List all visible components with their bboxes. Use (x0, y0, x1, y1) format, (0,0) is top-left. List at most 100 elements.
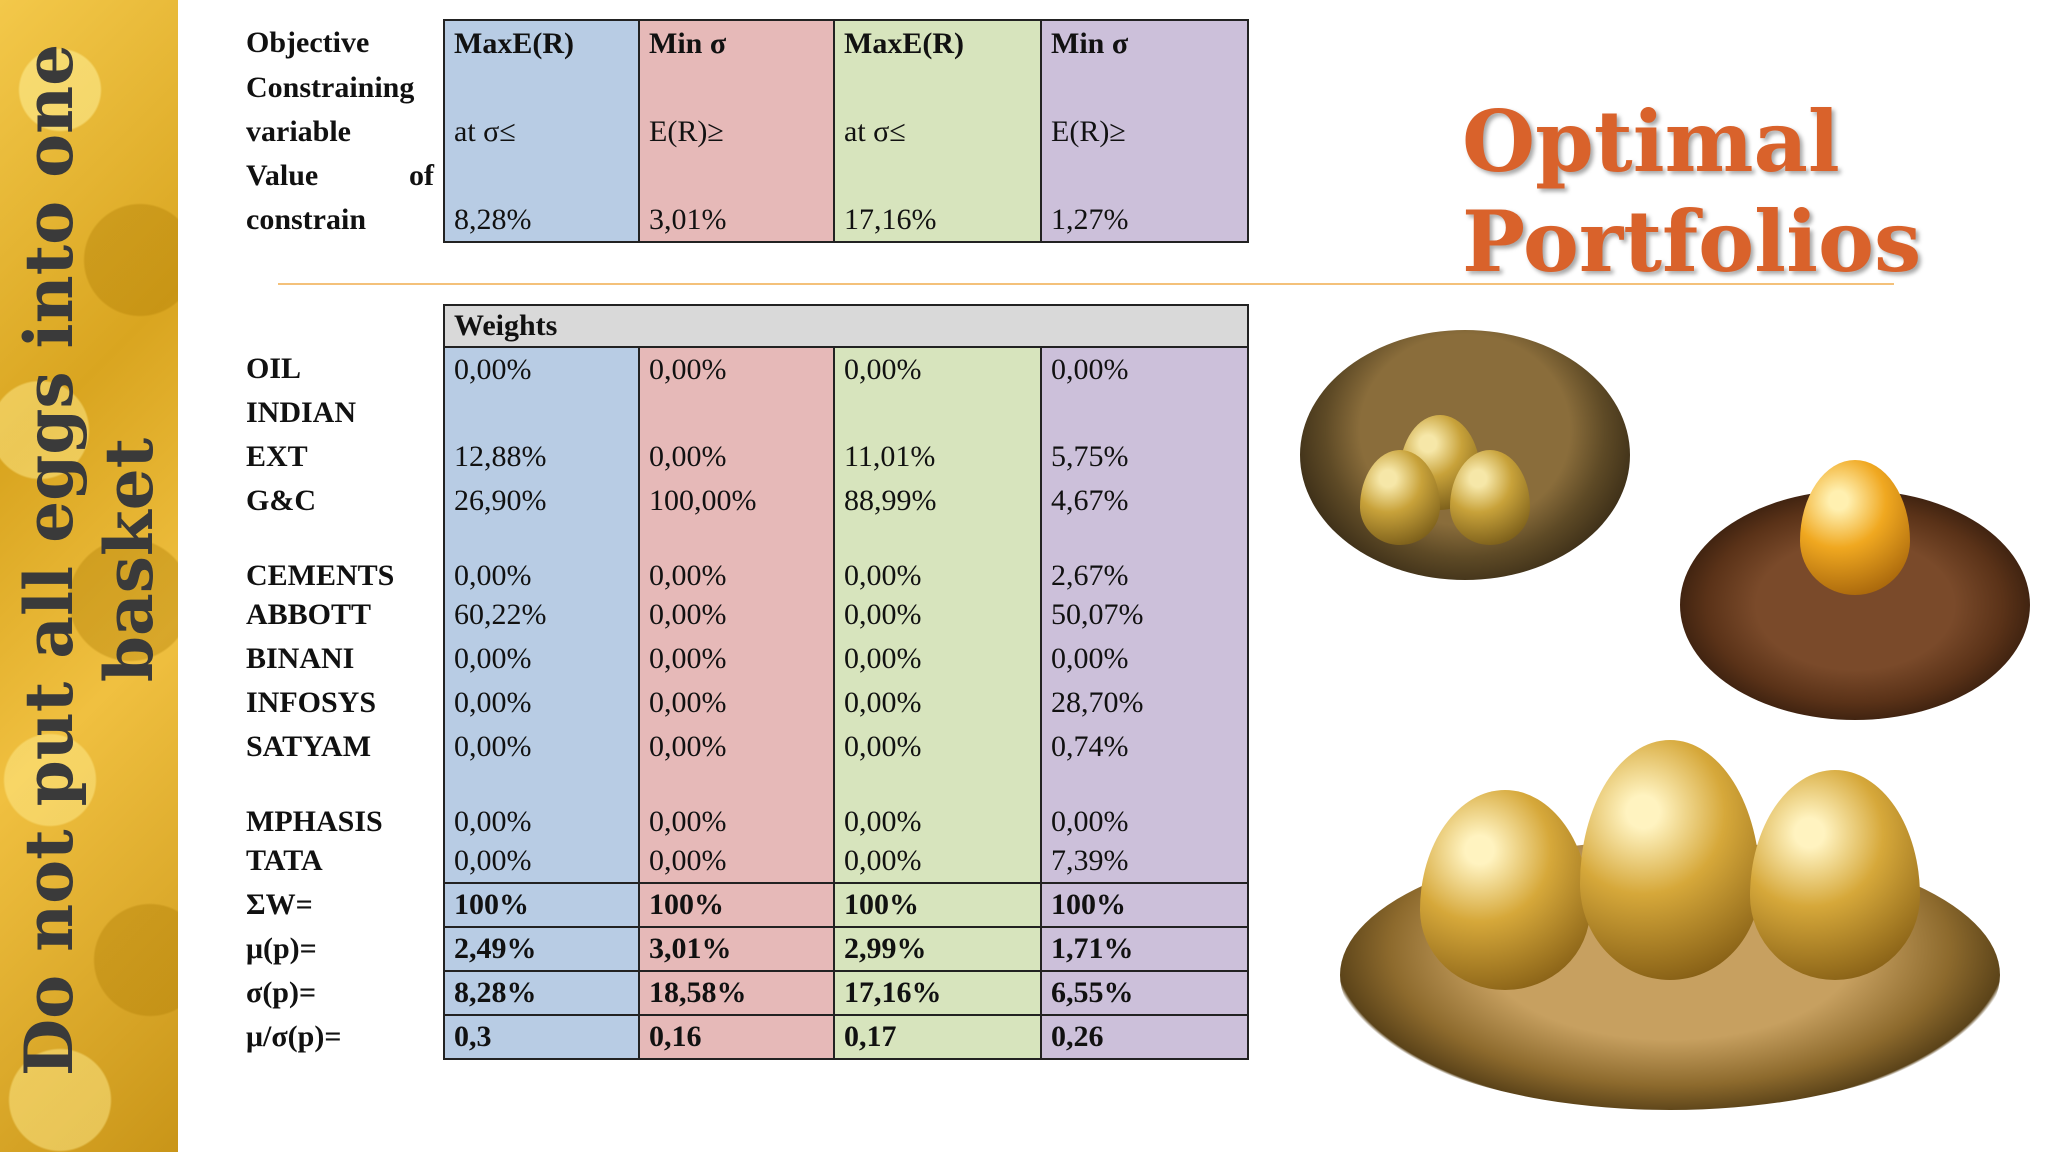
weight-row-cell (443, 391, 640, 435)
weight-row: BINANI 0,00% 0,00% 0,00% 0,00% (246, 637, 1249, 681)
constrain-label: constrain (246, 198, 444, 242)
weight-row-label: TATA (246, 839, 444, 883)
weight-row-label: CEMENTS (246, 523, 444, 593)
weight-row-cell: 0,00% (638, 839, 835, 883)
empty-cell (1040, 66, 1249, 110)
weight-row-cell: 88,99% (833, 479, 1042, 523)
nest-illustration-small (1290, 300, 1650, 630)
constraint-type-cell: E(R)≥ (638, 110, 835, 154)
weight-row: INDIAN (246, 391, 1249, 435)
weight-row: CEMENTS 0,00% 0,00% 0,00% 2,67% (246, 523, 1249, 593)
objective-label: Objective (246, 20, 444, 66)
weight-row: ABBOTT 60,22% 0,00% 0,00% 50,07% (246, 593, 1249, 637)
constraining-label: Constraining (246, 66, 444, 110)
stat-row-cell: 17,16% (833, 970, 1042, 1016)
weight-row: TATA 0,00% 0,00% 0,00% 7,39% (246, 839, 1249, 883)
constraint-value-cell: 3,01% (638, 198, 835, 243)
weight-row-cell: 0,00% (443, 725, 640, 769)
title-line2: Portfolios (1462, 192, 1922, 291)
sidebar-slogan-line1: Do not put all eggs into one (10, 43, 88, 1077)
weight-row-cell: 0,00% (443, 839, 640, 883)
title-line1: Optimal (1462, 92, 1840, 191)
weight-row: SATYAM 0,00% 0,00% 0,00% 0,74% (246, 725, 1249, 769)
weight-row-cell: 2,67% (1040, 523, 1249, 593)
section-divider (278, 283, 1894, 285)
empty-cell (638, 66, 835, 110)
weight-row-cell: 60,22% (443, 593, 640, 637)
sidebar-slogan-line2: basket (90, 437, 168, 683)
variable-label: variable (246, 110, 444, 154)
constraint-value-cell: 17,16% (833, 198, 1042, 243)
weight-row-cell: 5,75% (1040, 435, 1249, 479)
sidebar-slogan: Do not put all eggs into one basket (0, 35, 178, 1085)
stat-row-cell: 0,3 (443, 1014, 640, 1060)
stat-row-cell: 1,71% (1040, 926, 1249, 972)
weight-row-cell: 0,00% (443, 769, 640, 839)
weight-row-cell: 100,00% (638, 479, 835, 523)
weight-row: EXT 12,88% 0,00% 11,01% 5,75% (246, 435, 1249, 479)
weight-row-label: INDIAN (246, 391, 444, 435)
weight-row-cell: 0,74% (1040, 725, 1249, 769)
weight-row-cell: 7,39% (1040, 839, 1249, 883)
weight-row-cell: 0,00% (833, 523, 1042, 593)
stat-row-label: σ(p)= (246, 971, 444, 1015)
weight-row-cell (833, 391, 1042, 435)
weight-row-label: INFOSYS (246, 681, 444, 725)
empty-cell (443, 66, 640, 110)
stat-row-cell: 100% (833, 882, 1042, 928)
weight-row-cell: 26,90% (443, 479, 640, 523)
objective-cell: Min σ (1040, 19, 1249, 66)
stat-row-label: μ(p)= (246, 927, 444, 971)
weight-row-cell: 0,00% (638, 523, 835, 593)
weight-row-cell: 0,00% (833, 769, 1042, 839)
value-of-label: Value of (246, 154, 444, 198)
stat-row-cell: 0,26 (1040, 1014, 1249, 1060)
objective-cell: MaxE(R) (833, 19, 1042, 66)
empty-cell (833, 66, 1042, 110)
empty-cell (833, 154, 1042, 198)
weight-row-cell: 0,00% (638, 681, 835, 725)
weight-row-cell: 12,88% (443, 435, 640, 479)
weight-row: MPHASIS 0,00% 0,00% 0,00% 0,00% (246, 769, 1249, 839)
weight-row-cell: 28,70% (1040, 681, 1249, 725)
objective-cell: Min σ (638, 19, 835, 66)
weight-row-cell: 0,00% (833, 347, 1042, 391)
stat-row-cell: 3,01% (638, 926, 835, 972)
weight-row-cell (1040, 391, 1249, 435)
constraint-value-cell: 1,27% (1040, 198, 1249, 243)
of-label: of (409, 159, 434, 192)
nest-illustration-large (1320, 720, 2020, 1120)
stat-row: μ/σ(p)= 0,3 0,16 0,17 0,26 (246, 1014, 1249, 1060)
empty-cell (1040, 154, 1249, 198)
constraint-value-cell: 8,28% (443, 198, 640, 243)
weight-row-cell (638, 391, 835, 435)
weight-row-cell: 0,00% (833, 839, 1042, 883)
nest-illustration-single (1680, 430, 2040, 730)
weight-row-cell: 0,00% (638, 637, 835, 681)
weights-header: Weights (443, 304, 1249, 348)
objective-table: Objective MaxE(R) Min σ MaxE(R) Min σ Co… (246, 19, 1249, 243)
stat-row-cell: 6,55% (1040, 970, 1249, 1016)
weight-row: INFOSYS 0,00% 0,00% 0,00% 28,70% (246, 681, 1249, 725)
weight-row-label: ABBOTT (246, 593, 444, 637)
weight-row-label: SATYAM (246, 725, 444, 769)
stat-row-cell: 100% (443, 882, 640, 928)
weight-row-label: BINANI (246, 637, 444, 681)
weight-row-cell: 0,00% (443, 637, 640, 681)
weight-row-cell: 0,00% (443, 681, 640, 725)
stat-row-cell: 8,28% (443, 970, 640, 1016)
sidebar-gold-banner: Do not put all eggs into one basket (0, 0, 178, 1152)
value-label: Value (246, 159, 319, 192)
stat-row: μ(p)= 2,49% 3,01% 2,99% 1,71% (246, 926, 1249, 972)
constraint-type-cell: at σ≤ (443, 110, 640, 154)
weight-row-cell: 4,67% (1040, 479, 1249, 523)
weight-row-cell: 0,00% (833, 725, 1042, 769)
weight-row-cell: 0,00% (638, 435, 835, 479)
weight-row-label: G&C (246, 479, 444, 523)
stat-row: ΣW= 100% 100% 100% 100% (246, 882, 1249, 928)
empty-cell (246, 305, 444, 347)
weight-row-label: OIL (246, 347, 444, 391)
weights-table: Weights OIL 0,00% 0,00% 0,00% 0,00% INDIAN EXT… (246, 304, 1249, 1060)
weight-row: OIL 0,00% 0,00% 0,00% 0,00% (246, 347, 1249, 391)
weight-row-cell: 0,00% (638, 593, 835, 637)
